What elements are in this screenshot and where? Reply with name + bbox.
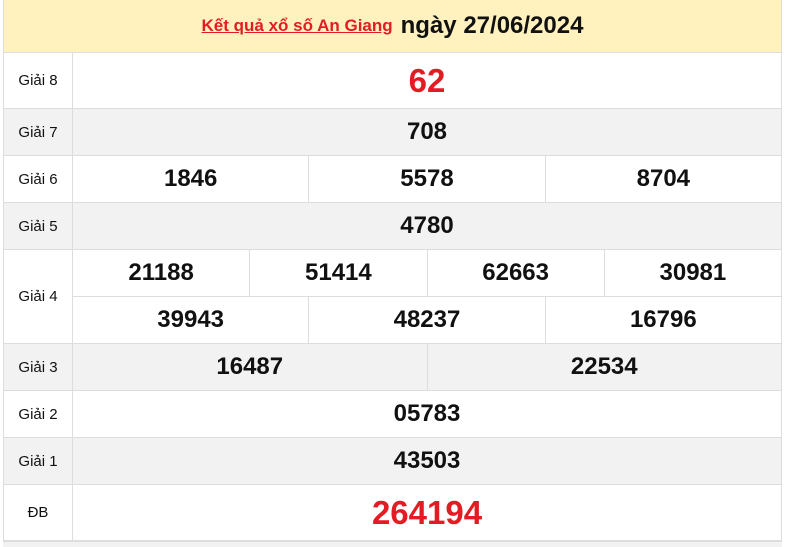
prize-number: 43503 — [393, 447, 461, 474]
prize-label: ĐB — [4, 485, 73, 540]
prize-label: Giải 3 — [4, 344, 73, 390]
results-table: Kết quả xổ số An Giang ngày 27/06/2024 G… — [3, 0, 782, 541]
prize-row: ĐB 264194 — [4, 485, 781, 541]
prize-number: 8704 — [544, 156, 781, 202]
prize-row: Giải 2 05783 — [4, 391, 781, 438]
prize-number: 4780 — [400, 212, 454, 239]
prize-number: 30981 — [603, 250, 781, 296]
prize-row: Giải 5 4780 — [4, 203, 781, 250]
prize-row: Giải 6 1846 5578 8704 — [4, 156, 781, 203]
prize-number: 62663 — [426, 250, 604, 296]
prize-number: 22534 — [426, 344, 782, 390]
table-header: Kết quả xổ số An Giang ngày 27/06/2024 — [4, 0, 781, 53]
prize-label: Giải 8 — [4, 53, 73, 108]
prize-number: 48237 — [308, 297, 544, 343]
prize-row: Giải 3 16487 22534 — [4, 344, 781, 391]
prize-label: Giải 6 — [4, 156, 73, 202]
prize-number: 39943 — [157, 306, 225, 333]
prize-label: Giải 7 — [4, 109, 73, 155]
prize-row: Giải 8 62 — [4, 53, 781, 109]
prize-row: Giải 1 43503 — [4, 438, 781, 485]
prize-label: Giải 4 — [4, 250, 73, 343]
province-results-link[interactable]: Kết quả xổ số An Giang — [201, 16, 393, 35]
prize-number: 5578 — [308, 156, 544, 202]
prize-number: 51414 — [249, 250, 426, 296]
prize-number: 708 — [406, 118, 448, 145]
prize-label: Giải 5 — [4, 203, 73, 249]
prize-number: 16796 — [544, 297, 781, 343]
prize-label: Giải 2 — [4, 391, 73, 437]
next-table-edge — [3, 541, 782, 547]
draw-date: ngày 27/06/2024 — [400, 12, 584, 39]
prize-number: 62 — [408, 61, 446, 99]
prize-row: Giải 4 21188 51414 62663 30981 39943 48237 1679… — [4, 250, 781, 344]
prize-label: Giải 1 — [4, 438, 73, 484]
prize-number: 264194 — [371, 493, 483, 531]
prize-number: 21188 — [128, 259, 194, 286]
prize-row: Giải 7 708 — [4, 109, 781, 156]
prize-number: 1846 — [163, 165, 218, 192]
prize-number: 16487 — [216, 353, 284, 380]
prize-number: 05783 — [393, 400, 461, 427]
